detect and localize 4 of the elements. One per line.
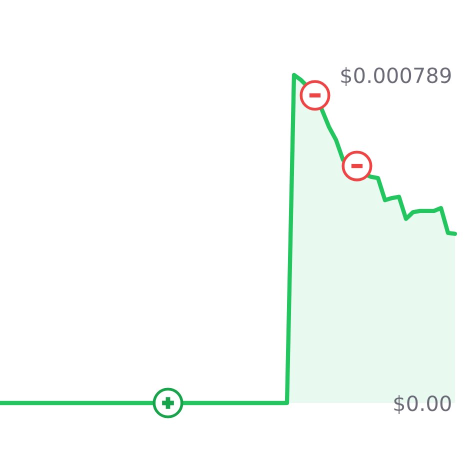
point bbox=[300, 80, 330, 111]
y-tick-label: $0.000789 bbox=[341, 67, 451, 86]
y-tick-label: $0.00 bbox=[394, 395, 451, 414]
point bbox=[342, 150, 372, 182]
